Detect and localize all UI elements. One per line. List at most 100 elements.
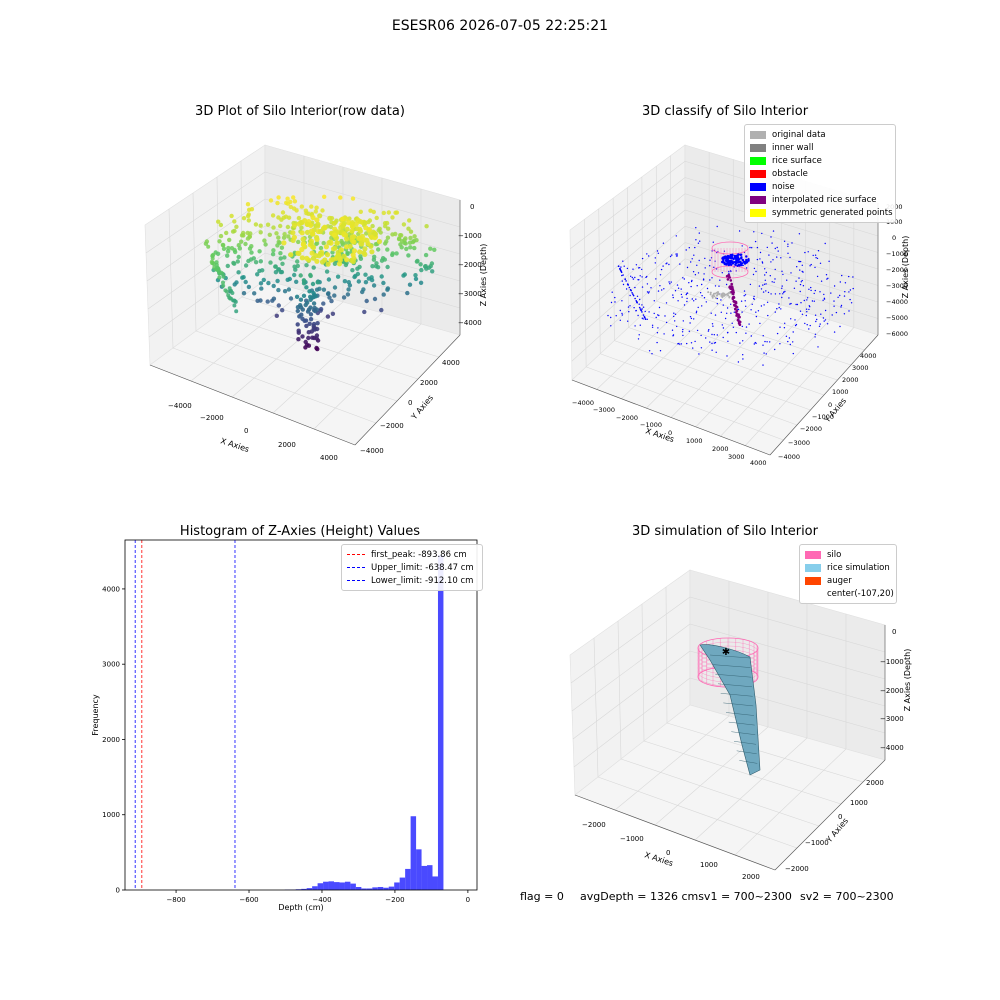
legend-item: first_peak: -893.86 cm: [347, 548, 477, 561]
noise-point: [735, 331, 737, 334]
y-tick-label: 2000: [866, 779, 884, 787]
noise-point: [772, 259, 774, 261]
raw-x-ticks: −4000 −2000 0 2000 4000: [168, 402, 338, 462]
histogram-bar: [355, 886, 362, 890]
noise-point: [751, 247, 753, 249]
data-point: [413, 273, 418, 278]
noise-point: [822, 299, 824, 301]
data-point: [310, 281, 316, 287]
noise-point: [637, 267, 640, 269]
noise-point: [641, 286, 644, 288]
data-point: [241, 216, 247, 221]
noise-point: [665, 263, 667, 265]
noise-point: [617, 265, 620, 267]
noise-point: [632, 278, 635, 280]
data-point: [217, 239, 222, 244]
histogram-bar: [416, 849, 422, 890]
noise-point: [675, 253, 677, 255]
grid-line: [627, 187, 629, 328]
grid-line: [231, 301, 344, 398]
interpolated-point: [727, 275, 731, 279]
noise-point: [639, 298, 641, 301]
noise-point: [816, 257, 819, 260]
rice-mesh-line: [717, 683, 753, 687]
z-tick-label: −4000: [880, 744, 904, 752]
y-tick-label: 4000: [102, 585, 120, 593]
noise-point: [824, 309, 827, 312]
noise-point: [740, 300, 743, 302]
data-point: [349, 221, 355, 227]
data-point: [379, 274, 384, 279]
noise-point: [782, 293, 784, 295]
noise-point: [762, 335, 764, 337]
data-point: [314, 287, 320, 292]
z-tick-label: −2000: [458, 261, 482, 269]
noise-point: [849, 298, 851, 301]
noise-point: [689, 316, 692, 318]
grid-line: [195, 330, 398, 402]
classify-y-ticks: −4000 −3000 −2000 −1000 0 1000 2000 3000…: [778, 352, 877, 461]
data-point: [326, 291, 331, 296]
data-point: [304, 285, 309, 290]
noise-point: [669, 255, 672, 258]
noise-point: [733, 311, 735, 313]
data-point: [282, 289, 288, 294]
data-point: [313, 308, 318, 314]
noise-point: [637, 338, 640, 340]
data-point: [281, 235, 287, 240]
noise-point: [789, 303, 791, 305]
data-point: [334, 240, 340, 246]
data-point: [350, 196, 356, 201]
x-tick-label: 1000: [700, 861, 718, 869]
data-point: [271, 283, 276, 289]
x-tick-label: −800: [166, 896, 185, 904]
histogram-bar: [437, 555, 444, 890]
noise-point: [637, 279, 639, 281]
rice-point: [722, 261, 725, 264]
y-tick-label: 2000: [102, 736, 120, 744]
rice-point: [726, 259, 729, 263]
histogram-title: Histogram of Z-Axies (Height) Values: [179, 524, 421, 539]
grid-line: [584, 219, 587, 367]
noise-point: [799, 310, 802, 312]
noise-point: [790, 272, 792, 274]
noise-point: [785, 335, 788, 337]
noise-point: [754, 240, 757, 243]
simulation-plot-title: 3D simulation of Silo Interior: [632, 524, 818, 539]
noise-point: [680, 343, 683, 345]
noise-point: [634, 297, 636, 300]
noise-point: [645, 276, 647, 279]
data-point: [408, 245, 413, 250]
y-tick-label: 3000: [102, 661, 120, 669]
noise-point: [656, 332, 659, 334]
data-point: [275, 200, 280, 206]
noise-point: [628, 286, 631, 289]
data-point: [311, 326, 316, 331]
y-tick-label: 0: [116, 887, 120, 895]
grid-line: [614, 340, 811, 411]
noise-point: [657, 290, 660, 292]
noise-point: [682, 334, 684, 337]
data-point: [341, 231, 347, 237]
noise-point: [619, 309, 621, 312]
noise-point: [680, 288, 682, 290]
noise-point: [766, 301, 769, 303]
noise-point: [697, 272, 700, 274]
noise-point: [796, 266, 798, 268]
data-point: [372, 296, 378, 302]
data-point: [218, 222, 224, 228]
data-point: [268, 198, 274, 203]
noise-point: [683, 304, 686, 306]
noise-point: [646, 283, 649, 285]
noise-point: [824, 242, 826, 245]
grid-line: [172, 347, 377, 424]
noise-point: [742, 354, 744, 356]
noise-point: [688, 330, 690, 332]
data-point: [255, 272, 260, 277]
noise-point: [743, 290, 746, 292]
noise-point: [641, 308, 643, 310]
grid-line: [190, 290, 305, 382]
data-point: [313, 253, 319, 259]
data-point: [303, 318, 309, 323]
data-point: [337, 257, 343, 263]
